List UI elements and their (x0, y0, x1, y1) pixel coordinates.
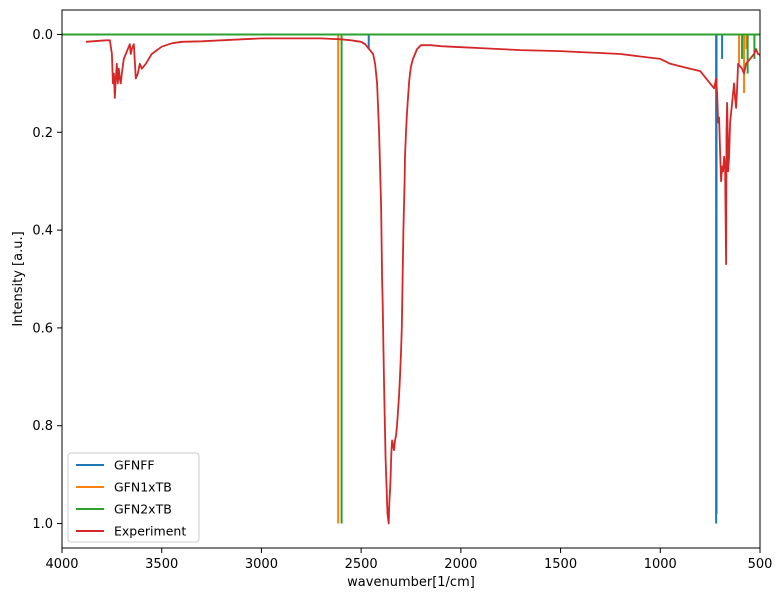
legend: GFNFF GFN1xTB GFN2xTB Experiment (67, 452, 200, 543)
x-tick-label: 3000 (245, 557, 278, 572)
legend-label-gfnff: GFNFF (114, 458, 155, 473)
legend-label-gfn2xtb: GFN2xTB (114, 502, 172, 517)
x-tick-label: 1000 (644, 557, 677, 572)
x-tick-label: 500 (748, 557, 773, 572)
y-tick-label: 0.2 (32, 126, 53, 141)
y-axis: 0.0 0.2 0.4 0.6 0.8 1.0 (32, 28, 62, 532)
series-experiment-line (85, 37, 761, 525)
plot-frame (61, 9, 761, 549)
x-axis-label: wavenumber[1/cm] (347, 575, 475, 590)
y-tick-label: 1.0 (32, 517, 53, 532)
y-tick-label: 0.6 (32, 321, 53, 336)
x-tick-label: 4000 (45, 557, 78, 572)
legend-label-experiment: Experiment (114, 524, 186, 539)
y-tick-label: 0.4 (32, 224, 53, 239)
x-tick-label: 2500 (345, 557, 378, 572)
x-tick-label: 1500 (544, 557, 577, 572)
legend-box (67, 452, 200, 543)
y-axis-label: Intensity [a.u.] (11, 231, 26, 326)
y-tick-label: 0.0 (32, 28, 53, 43)
x-tick-label: 2000 (444, 557, 477, 572)
x-axis: 4000 3500 3000 2500 2000 1500 1000 500 (45, 548, 772, 572)
x-tick-label: 3500 (145, 557, 178, 572)
y-tick-label: 0.8 (32, 419, 53, 434)
legend-label-gfn1xtb: GFN1xTB (114, 480, 172, 495)
plot-area (62, 33, 761, 525)
